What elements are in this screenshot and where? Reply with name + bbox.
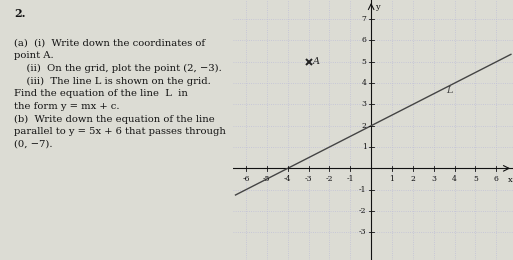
Text: 4: 4	[362, 79, 366, 87]
Text: -2: -2	[359, 207, 366, 215]
Text: 1: 1	[362, 143, 366, 151]
Text: -1: -1	[346, 175, 354, 183]
Text: 2: 2	[362, 122, 366, 130]
Text: -4: -4	[284, 175, 291, 183]
Text: -5: -5	[263, 175, 270, 183]
Text: 6: 6	[362, 36, 366, 44]
Text: 4: 4	[452, 175, 457, 183]
Text: y: y	[376, 3, 380, 11]
Text: A: A	[313, 57, 320, 66]
Text: -3: -3	[359, 228, 366, 236]
Text: 3: 3	[362, 100, 366, 108]
Text: (a)  (i)  Write down the coordinates of
point A.
    (ii)  On the grid, plot the: (a) (i) Write down the coordinates of po…	[14, 39, 226, 148]
Text: -3: -3	[305, 175, 312, 183]
Text: L: L	[446, 86, 453, 95]
Text: 5: 5	[362, 58, 366, 66]
Text: -6: -6	[242, 175, 250, 183]
Text: 5: 5	[473, 175, 478, 183]
Text: -1: -1	[359, 186, 366, 194]
Text: 2: 2	[410, 175, 416, 183]
Text: 7: 7	[362, 15, 366, 23]
Text: x: x	[507, 177, 512, 184]
Text: 6: 6	[494, 175, 499, 183]
Text: -2: -2	[326, 175, 333, 183]
Text: 1: 1	[389, 175, 394, 183]
Text: 3: 3	[431, 175, 436, 183]
Text: 2.: 2.	[14, 8, 26, 19]
